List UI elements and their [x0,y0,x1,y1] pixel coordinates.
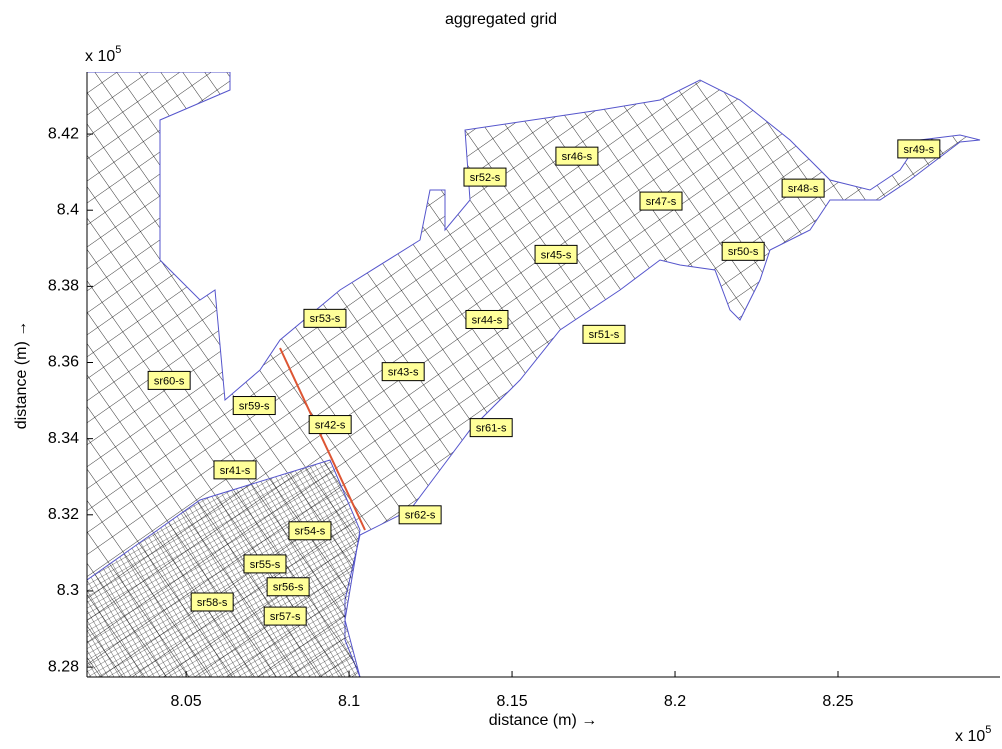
station-label: sr55-s [244,555,286,573]
exponent-base: x 10 [85,48,115,65]
station-label: sr45-s [535,245,577,263]
station-label: sr62-s [399,506,441,524]
station-text: sr41-s [220,465,251,477]
y-tick-label: 8.28 [48,658,79,675]
station-label: sr42-s [309,416,351,434]
x-axis-label: distance (m) → [489,712,597,729]
page: {"chart_data": {"type": "annotated-grid"… [0,0,1002,749]
station-label: sr54-s [289,522,331,540]
station-text: sr43-s [388,367,419,379]
exponent-power: 5 [115,44,121,56]
station-text: sr48-s [788,183,819,195]
station-label: sr47-s [640,192,682,210]
y-tick-label: 8.42 [48,125,79,142]
station-label: sr44-s [466,310,508,328]
station-text: sr52-s [470,172,501,184]
mesh [87,72,980,677]
x-tick-label: 8.1 [338,693,360,710]
station-label: sr59-s [233,397,275,415]
x-tick-label: 8.15 [496,693,527,710]
station-text: sr42-s [315,419,346,431]
station-text: sr44-s [472,314,503,326]
y-axis-label: distance (m) → [13,321,30,429]
y-tick-label: 8.38 [48,278,79,295]
station-text: sr62-s [405,510,436,522]
station-label: sr48-s [782,179,824,197]
station-text: sr57-s [270,611,301,623]
station-text: sr50-s [728,246,759,258]
y-tick-label: 8.34 [48,430,79,447]
station-label: sr56-s [267,578,309,596]
station-label: sr41-s [214,461,256,479]
station-label: sr51-s [583,325,625,343]
x-tick-label: 8.2 [664,693,686,710]
station-text: sr53-s [310,313,341,325]
station-text: sr56-s [273,582,304,594]
x-exponent: x 105 [955,724,991,744]
station-label: sr52-s [464,168,506,186]
station-label: sr60-s [148,371,190,389]
y-tick-label: 8.3 [57,582,79,599]
station-text: sr61-s [476,423,507,435]
exponent-power: 5 [985,724,991,736]
station-text: sr49-s [904,144,935,156]
station-label: sr43-s [382,363,424,381]
station-text: sr54-s [295,526,326,538]
y-tick-label: 8.32 [48,506,79,523]
y-exponent: x 105 [85,44,121,65]
chart-title: aggregated grid [445,11,557,28]
station-label: sr58-s [191,593,233,611]
y-tick-label: 8.4 [57,201,79,218]
station-label: sr53-s [304,309,346,327]
x-tick-label: 8.25 [822,693,853,710]
station-text: sr45-s [541,249,572,261]
station-label: sr49-s [898,140,940,158]
x-tick-label: 8.05 [171,693,202,710]
station-label: sr57-s [264,607,306,625]
station-label: sr46-s [556,147,598,165]
station-text: sr55-s [250,559,281,571]
station-label: sr61-s [470,419,512,437]
station-text: sr58-s [197,597,228,609]
station-text: sr59-s [239,400,270,412]
station-text: sr46-s [562,151,593,163]
station-label: sr50-s [722,242,764,260]
y-tick-label: 8.36 [48,354,79,371]
station-text: sr51-s [589,329,620,341]
chart: aggregated grid distance (m) → distance … [0,0,1002,744]
exponent-base: x 10 [955,728,985,744]
station-text: sr60-s [154,375,185,387]
station-text: sr47-s [646,196,677,208]
